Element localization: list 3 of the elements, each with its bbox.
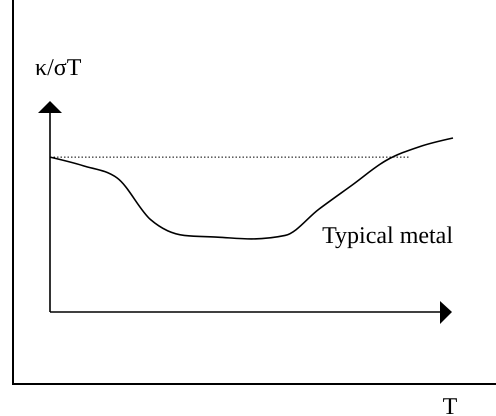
series-label: Typical metal — [322, 223, 454, 249]
x-axis-title: T — [442, 394, 458, 416]
y-axis-title: κ/σT — [35, 55, 82, 81]
